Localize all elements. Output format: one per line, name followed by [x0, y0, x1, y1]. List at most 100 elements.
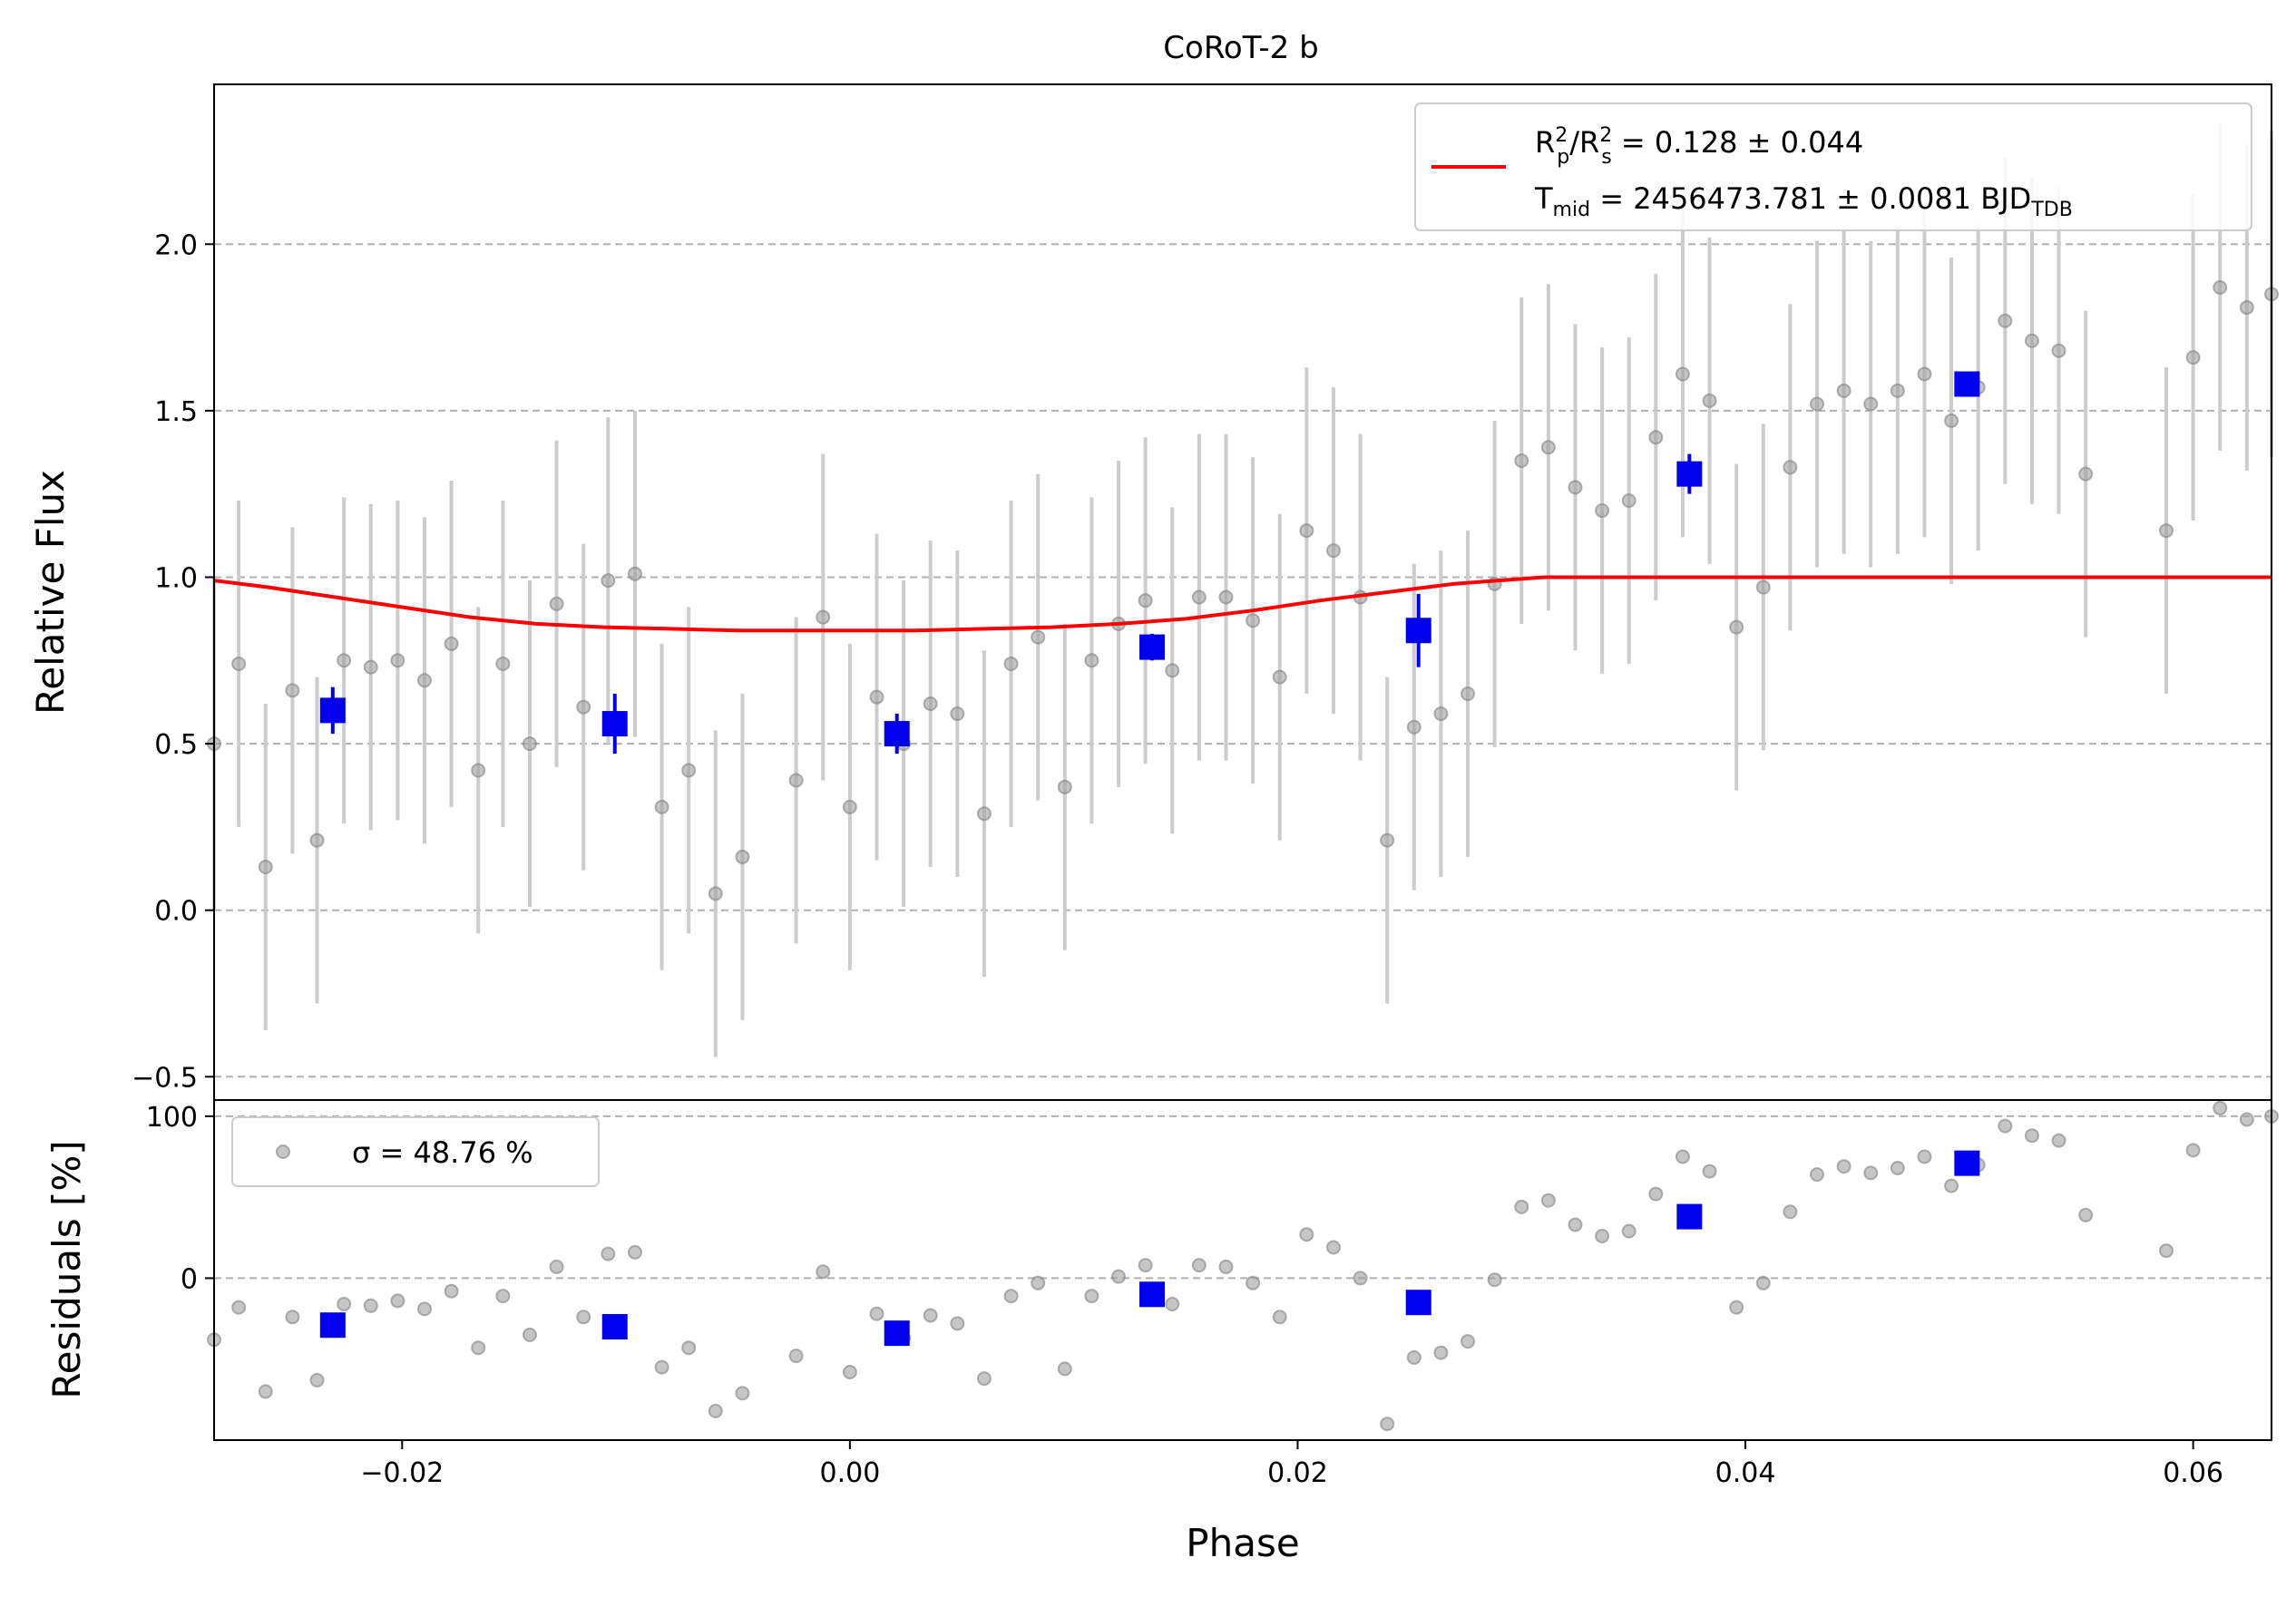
x-tick-label: 0.02: [1267, 1457, 1328, 1489]
flux-binned-point: [1139, 634, 1166, 660]
residual-data-point: [1514, 1199, 1529, 1214]
residual-binned-point: [884, 1320, 910, 1347]
flux-data-point: [444, 636, 459, 651]
flux-data-point: [1514, 453, 1529, 468]
flux-data-point: [1810, 396, 1825, 412]
flux-data-point: [2051, 343, 2066, 358]
flux-data-point: [1165, 663, 1180, 678]
flux-data-point: [1299, 523, 1314, 539]
residual-data-point: [2024, 1128, 2039, 1144]
residual-data-point: [1944, 1178, 1959, 1193]
flux-data-point: [231, 656, 247, 671]
flux-binned-point: [1954, 371, 1980, 397]
flux-data-point: [309, 833, 325, 848]
flux-data-point: [1890, 383, 1905, 398]
chart-title: CoRoT-2 b: [1163, 30, 1318, 66]
flux-data-point: [923, 696, 938, 712]
flux-data-point: [1648, 430, 1664, 445]
residual-binned-points: [319, 1150, 1980, 1347]
flux-data-point: [1540, 440, 1556, 455]
flux-data-points: [207, 280, 2279, 901]
flux-data-point: [1595, 503, 1610, 519]
flux-data-point: [1380, 833, 1395, 848]
residual-data-point: [390, 1293, 405, 1309]
residual-legend-marker: [276, 1144, 290, 1159]
residual-data-point: [1729, 1300, 1744, 1315]
flux-binned-point: [601, 711, 628, 737]
residual-legend-label: σ = 48.76 %: [352, 1135, 533, 1170]
flux-data-point: [1917, 366, 1932, 382]
residual-data-point: [416, 1301, 432, 1317]
flux-data-point: [654, 799, 669, 814]
flux-legend: R2 p/R2 s = 0.128 ± 0.044 Tmid = 2456473.7…: [1414, 102, 2252, 231]
residual-binned-point: [1405, 1290, 1431, 1316]
x-tick-label: −0.02: [360, 1457, 444, 1489]
flux-data-point: [1272, 669, 1287, 685]
flux-data-point: [495, 656, 511, 671]
flux-y-tick-label: 0.5: [154, 729, 198, 761]
residual-data-point: [258, 1384, 273, 1399]
flux-y-tick-label: 1.0: [154, 562, 198, 594]
residual-data-point: [950, 1316, 965, 1331]
flux-data-point: [1998, 313, 2013, 328]
flux-data-point: [2239, 300, 2254, 316]
residual-data-point: [1353, 1271, 1368, 1286]
flux-data-point: [2024, 333, 2039, 348]
residual-data-point: [1702, 1164, 1717, 1179]
residual-binned-point: [601, 1314, 628, 1339]
residual-x-ticks: −0.02 0.00 0.02 0.04 0.06: [360, 1440, 2223, 1489]
residual-data-point: [627, 1244, 642, 1260]
flux-data-point: [1003, 656, 1019, 671]
flux-data-point: [1755, 579, 1771, 595]
flux-y-tick-label: 1.5: [154, 396, 198, 428]
flux-model-line: [213, 575, 2272, 633]
flux-legend-line2: Tmid = 2456473.781 ± 0.0081 BJDTDB: [1534, 181, 2073, 221]
residual-data-point: [1380, 1417, 1395, 1432]
residual-data-point: [337, 1297, 352, 1311]
flux-data-point: [1138, 593, 1153, 609]
residual-data-point: [735, 1386, 750, 1401]
residual-data-point: [495, 1289, 511, 1304]
residual-data-point: [1461, 1334, 1476, 1349]
flux-errorbars: [212, 124, 2273, 1057]
residual-y-axis-label: Residuals [%]: [44, 1140, 89, 1398]
residual-data-point: [1648, 1186, 1664, 1202]
residual-data-point: [869, 1306, 884, 1321]
flux-y-tick-label: −0.5: [132, 1062, 198, 1094]
x-tick-label: 0.04: [1715, 1457, 1776, 1489]
residual-data-point: [1890, 1161, 1905, 1175]
residual-data-point: [1299, 1227, 1314, 1242]
residual-data-point: [1810, 1167, 1825, 1183]
residual-data-point: [2159, 1243, 2174, 1259]
residual-data-point: [1057, 1361, 1072, 1377]
flux-data-point: [1406, 719, 1422, 735]
residual-data-point: [1272, 1310, 1287, 1325]
residual-legend-box: [231, 1116, 600, 1187]
residual-data-point: [1433, 1345, 1449, 1360]
flux-data-point: [708, 886, 723, 901]
flux-binned-point: [1405, 618, 1431, 644]
residual-data-point: [976, 1371, 992, 1387]
flux-data-point: [1836, 383, 1851, 398]
flux-data-point: [522, 736, 537, 752]
residual-data-point: [549, 1259, 564, 1274]
flux-data-point: [2159, 523, 2174, 539]
residual-data-point: [1998, 1118, 2013, 1134]
residual-data-point: [1325, 1240, 1341, 1255]
flux-gridlines: [214, 243, 2272, 1078]
residual-data-point: [363, 1298, 378, 1313]
residual-y-tick-label: 0: [181, 1263, 198, 1295]
residual-data-point: [1003, 1289, 1019, 1304]
flux-data-point: [258, 859, 273, 874]
flux-data-point: [363, 659, 378, 675]
residual-data-point: [2185, 1143, 2201, 1158]
residual-data-point: [708, 1403, 723, 1418]
x-tick-label: 0.06: [2163, 1457, 2223, 1489]
flux-data-point: [1863, 396, 1879, 412]
residual-data-point: [654, 1359, 669, 1375]
flux-data-point: [2213, 280, 2228, 295]
flux-data-point: [601, 573, 616, 589]
flux-data-point: [1783, 460, 1798, 475]
flux-data-point: [976, 806, 992, 822]
flux-data-point: [1191, 589, 1207, 605]
